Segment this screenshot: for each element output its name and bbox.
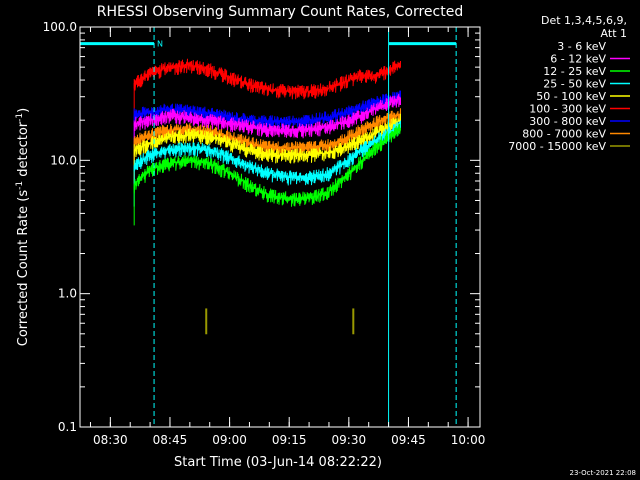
- legend-header-line1: Det 1,3,4,5,6,9,: [541, 14, 627, 27]
- y-tick-label: 10.0: [50, 153, 77, 167]
- series-line-12-25-keV: [133, 123, 401, 207]
- legend-label: 300 - 800 keV: [529, 115, 606, 128]
- flag-label: N: [157, 40, 163, 49]
- legend-label: 800 - 7000 keV: [522, 128, 606, 141]
- legend-label: 7000 - 15000 keV: [508, 140, 606, 153]
- x-tick-label: 09:45: [391, 433, 426, 447]
- legend-label: 12 - 25 keV: [543, 65, 606, 78]
- series-line-100-300-keV: [133, 58, 401, 100]
- x-tick-label: 09:00: [212, 433, 247, 447]
- x-tick-label: 09:30: [332, 433, 367, 447]
- tick-layer: 0.1 1.0 10.0 100.0 08:30 08:45 09:00 09:15 09:30…: [43, 20, 486, 447]
- legend-label: 6 - 12 keV: [550, 53, 606, 66]
- y-axis-label-end: ): [16, 108, 31, 113]
- series-line-50-100-keV: [133, 113, 401, 164]
- x-tick-label: 08:30: [93, 433, 128, 447]
- y-tick-label: 1.0: [58, 287, 77, 301]
- y-axis-label: Corrected Count Rate (s-1 detector-1): [15, 108, 31, 346]
- x-axis-label: Start Time (03-Jun-14 08:22:22): [174, 455, 382, 470]
- legend-label: 50 - 100 keV: [536, 90, 606, 103]
- series-layer: [133, 58, 401, 335]
- legend-label: 25 - 50 keV: [543, 78, 606, 91]
- x-tick-label: 09:15: [272, 433, 307, 447]
- series-line-6-12-keV: [133, 93, 401, 139]
- series-line-25-50-keV: [133, 120, 401, 186]
- legend-label: 100 - 300 keV: [529, 103, 606, 116]
- legend-header-line2: Att 1: [601, 27, 627, 40]
- y-tick-label: 0.1: [58, 420, 77, 434]
- y-axis-label-sup1: -1: [15, 181, 25, 190]
- footer-timestamp: 23-Oct-2021 22:08: [570, 469, 636, 477]
- chart-title: RHESSI Observing Summary Count Rates, Co…: [97, 4, 463, 20]
- y-axis-label-sup2: -1: [15, 113, 25, 122]
- x-tick-label: 10:00: [451, 433, 486, 447]
- plot-frame: [79, 26, 481, 428]
- x-tick-label: 08:45: [153, 433, 188, 447]
- legend-label: 3 - 6 keV: [557, 40, 606, 53]
- y-axis-label-mid: detector: [16, 121, 31, 181]
- y-axis-label-main: Corrected Count Rate (s: [16, 190, 31, 347]
- series-line-300-800-keV: [133, 90, 401, 131]
- series-line-800-7000-keV: [133, 108, 401, 156]
- y-tick-label: 100.0: [43, 20, 77, 34]
